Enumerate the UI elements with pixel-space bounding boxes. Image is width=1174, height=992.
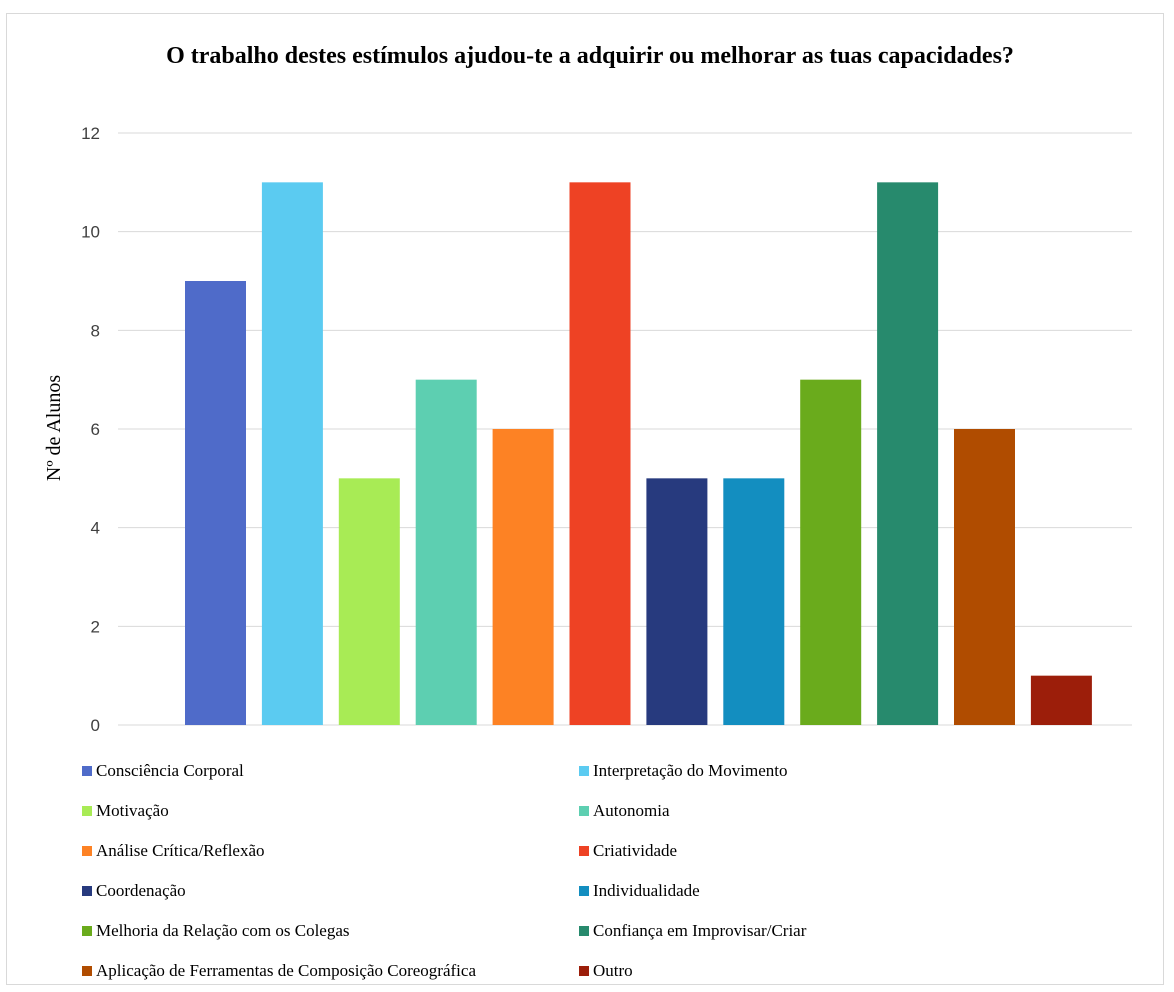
legend-item: Autonomia bbox=[579, 800, 670, 822]
legend-item: Individualidade bbox=[579, 880, 700, 902]
y-tick-label: 10 bbox=[81, 223, 100, 242]
bar-6 bbox=[569, 182, 631, 726]
y-tick-label: 2 bbox=[91, 617, 100, 636]
y-tick-label: 12 bbox=[81, 124, 100, 143]
bar-3 bbox=[338, 478, 400, 725]
legend-label: Análise Crítica/Reflexão bbox=[96, 841, 265, 860]
legend-item: Coordenação bbox=[82, 880, 186, 902]
legend-label: Consciência Corporal bbox=[96, 761, 244, 780]
legend-item: Interpretação do Movimento bbox=[579, 760, 788, 782]
legend-label: Outro bbox=[593, 961, 633, 980]
y-axis-label: Nº de Alunos bbox=[43, 375, 65, 481]
legend-item: Confiança em Improvisar/Criar bbox=[579, 920, 806, 942]
bar-11 bbox=[954, 429, 1015, 725]
bar-2 bbox=[261, 182, 323, 726]
legend-swatch bbox=[579, 926, 589, 936]
legend-item: Melhoria da Relação com os Colegas bbox=[82, 920, 350, 942]
legend-label: Aplicação de Ferramentas de Composição C… bbox=[96, 961, 476, 980]
bars bbox=[185, 182, 1092, 726]
legend-label: Individualidade bbox=[593, 881, 700, 900]
legend-swatch bbox=[579, 886, 589, 896]
legend-swatch bbox=[579, 806, 589, 816]
legend-swatch bbox=[82, 846, 92, 856]
legend-swatch bbox=[82, 806, 92, 816]
legend-swatch bbox=[82, 766, 92, 776]
legend-item: Análise Crítica/Reflexão bbox=[82, 840, 265, 862]
y-tick-label: 0 bbox=[91, 716, 100, 735]
legend-label: Melhoria da Relação com os Colegas bbox=[96, 921, 350, 940]
chart-title: O trabalho destes estímulos ajudou-te a … bbox=[166, 43, 1014, 69]
legend-swatch bbox=[82, 966, 92, 976]
bar-12 bbox=[1030, 675, 1092, 725]
legend-item: Motivação bbox=[82, 800, 169, 822]
bar-4 bbox=[415, 379, 477, 725]
legend-label: Criatividade bbox=[593, 841, 678, 860]
bar-7 bbox=[646, 478, 708, 725]
legend-item: Consciência Corporal bbox=[82, 760, 244, 782]
legend-item: Criatividade bbox=[579, 840, 677, 862]
legend-swatch bbox=[82, 926, 92, 936]
bar-5 bbox=[492, 429, 554, 725]
bar-10 bbox=[877, 182, 939, 726]
bar-9 bbox=[800, 379, 862, 725]
legend-swatch bbox=[579, 966, 589, 976]
y-tick-label: 8 bbox=[91, 321, 100, 340]
legend-label: Interpretação do Movimento bbox=[593, 761, 788, 780]
legend-swatch bbox=[82, 886, 92, 896]
y-tick-label: 6 bbox=[91, 420, 100, 439]
bar-8 bbox=[723, 478, 785, 725]
legend-label: Coordenação bbox=[96, 881, 186, 900]
legend-swatch bbox=[579, 846, 589, 856]
legend-label: Motivação bbox=[96, 801, 169, 820]
legend-item: Outro bbox=[579, 960, 633, 982]
bar-1 bbox=[185, 281, 246, 725]
y-tick-label: 4 bbox=[91, 519, 100, 538]
y-axis-ticks: 0 2 4 6 8 10 12 bbox=[81, 124, 100, 735]
legend-label: Autonomia bbox=[593, 801, 670, 820]
legend-swatch bbox=[579, 766, 589, 776]
legend-label: Confiança em Improvisar/Criar bbox=[593, 921, 807, 940]
legend-item: Aplicação de Ferramentas de Composição C… bbox=[82, 960, 476, 982]
